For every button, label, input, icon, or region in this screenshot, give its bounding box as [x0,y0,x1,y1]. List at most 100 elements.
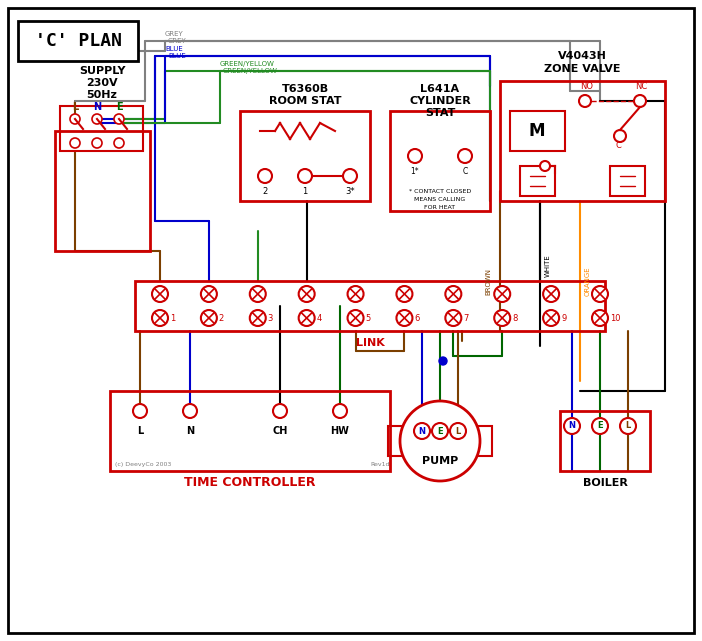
Text: N: N [93,102,101,112]
Circle shape [152,286,168,302]
Bar [520,166,555,196]
Text: L: L [137,426,143,436]
Text: V4043H: V4043H [558,51,607,61]
Text: FOR HEAT: FOR HEAT [425,204,456,210]
Text: WHITE: WHITE [545,254,551,278]
Circle shape [250,286,266,302]
Bar [135,281,605,331]
Circle shape [408,149,422,163]
Text: GREEN/YELLOW: GREEN/YELLOW [223,68,278,74]
Bar [110,391,390,471]
Text: ORANGE: ORANGE [585,266,591,296]
Text: 2: 2 [219,313,224,322]
Circle shape [543,286,559,302]
Text: C: C [463,167,468,176]
Circle shape [579,95,591,107]
Bar [478,426,492,456]
Circle shape [450,423,466,439]
Circle shape [347,286,364,302]
Circle shape [298,310,314,326]
Text: L641A: L641A [420,84,460,94]
Text: 2: 2 [263,187,267,196]
Text: 8: 8 [512,313,517,322]
Text: N: N [186,426,194,436]
Circle shape [114,114,124,124]
Text: 1: 1 [170,313,176,322]
Circle shape [564,418,580,434]
Text: MEANS CALLING: MEANS CALLING [414,197,465,201]
Text: CH: CH [272,426,288,436]
Bar [500,81,665,201]
Circle shape [70,138,80,148]
Bar [510,111,565,151]
Circle shape [273,404,287,418]
Circle shape [614,130,626,142]
Text: 3: 3 [267,313,273,322]
Circle shape [152,310,168,326]
Circle shape [92,138,102,148]
Text: T6360B: T6360B [282,84,329,94]
Text: C: C [615,141,621,150]
Circle shape [400,401,480,481]
Circle shape [343,169,357,183]
Circle shape [592,418,608,434]
Text: E: E [597,422,603,431]
Circle shape [250,310,266,326]
Circle shape [114,138,124,148]
Circle shape [183,404,197,418]
Circle shape [133,404,147,418]
Circle shape [445,286,461,302]
Circle shape [634,95,646,107]
Circle shape [201,286,217,302]
Text: L: L [72,102,78,112]
Circle shape [201,310,217,326]
Text: N: N [569,422,576,431]
Text: TIME CONTROLLER: TIME CONTROLLER [184,476,316,490]
Circle shape [92,114,102,124]
Circle shape [458,149,472,163]
Text: N: N [418,426,425,435]
Text: Rev1d: Rev1d [370,462,390,467]
Text: LINK: LINK [356,338,385,348]
Text: GREEN/YELLOW: GREEN/YELLOW [220,61,275,67]
Text: 1: 1 [303,187,307,196]
Text: NO: NO [580,82,593,91]
Circle shape [70,114,80,124]
Circle shape [540,161,550,171]
Text: * CONTACT CLOSED: * CONTACT CLOSED [409,188,471,194]
Text: 9: 9 [561,313,567,322]
Text: L: L [625,422,630,431]
Circle shape [620,418,636,434]
Text: BROWN: BROWN [485,267,491,294]
Circle shape [592,286,608,302]
Text: 5: 5 [366,313,371,322]
Text: CYLINDER: CYLINDER [409,96,471,106]
Circle shape [298,286,314,302]
Text: NC: NC [635,82,647,91]
Text: BLUE: BLUE [168,53,186,59]
Circle shape [432,423,448,439]
Circle shape [543,310,559,326]
Text: BOILER: BOILER [583,478,628,488]
Circle shape [592,310,608,326]
Text: 7: 7 [463,313,469,322]
Text: 10: 10 [610,313,621,322]
Bar [610,166,645,196]
Text: 6: 6 [414,313,420,322]
Text: E: E [116,102,122,112]
Text: STAT: STAT [425,108,455,118]
Text: 50Hz: 50Hz [86,90,117,100]
Circle shape [397,310,413,326]
Bar [240,111,370,201]
Bar [18,21,138,61]
Text: 4: 4 [317,313,322,322]
Bar [60,106,143,151]
Bar [560,411,650,471]
Text: 'C' PLAN: 'C' PLAN [34,32,121,50]
Text: BLUE: BLUE [165,46,183,52]
Bar [388,426,402,456]
Circle shape [258,169,272,183]
Circle shape [414,423,430,439]
Text: GREY: GREY [168,38,187,44]
Text: (c) DeevyCo 2003: (c) DeevyCo 2003 [115,462,171,467]
